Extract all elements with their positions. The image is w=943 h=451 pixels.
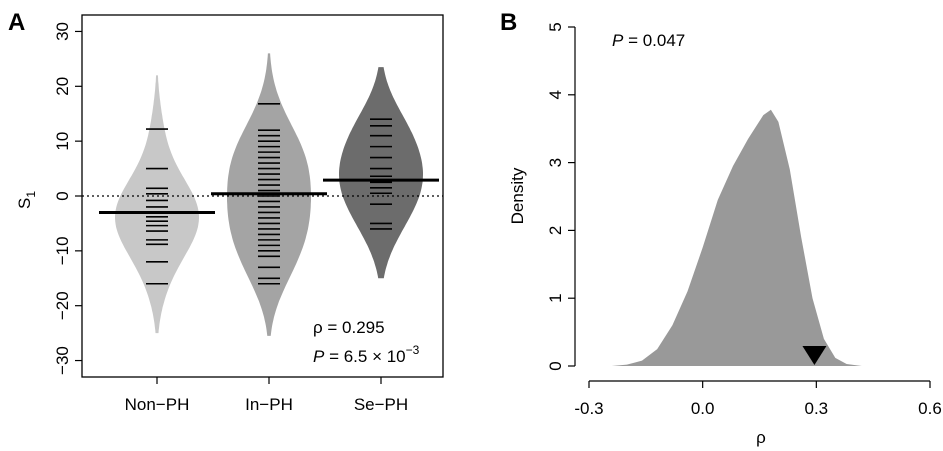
y-tick-label: 30 bbox=[53, 22, 72, 41]
panel-b-density-area bbox=[611, 109, 862, 366]
y-tick-label: 3 bbox=[546, 158, 565, 167]
panel-a-group-means bbox=[99, 178, 439, 214]
bean-0 bbox=[115, 75, 199, 334]
y-tick-label: 0 bbox=[53, 191, 72, 200]
y-tick-label: 1 bbox=[546, 293, 565, 302]
y-tick-label: −20 bbox=[53, 291, 72, 320]
y-tick-label: 0 bbox=[546, 361, 565, 370]
panel-a-rho-annotation: ρ = 0.295 bbox=[313, 318, 385, 337]
panel-b-y-axis: 0 1 2 3 4 5 bbox=[546, 22, 576, 371]
density-area bbox=[611, 109, 862, 366]
panel-b: B Density ρ 0 1 2 3 4 5 -0.3 0.0 0.3 0.6 P = 0.0… bbox=[500, 9, 942, 447]
p-prefix: P bbox=[313, 347, 325, 366]
y-tick-label: 2 bbox=[546, 226, 565, 235]
x-category-label: In−PH bbox=[245, 395, 293, 414]
y-tick-label: 10 bbox=[53, 132, 72, 151]
x-category-label: Se−PH bbox=[354, 395, 408, 414]
panel-letter-a: A bbox=[8, 9, 25, 36]
panel-a-y-axis-label-subscript: 1 bbox=[24, 191, 38, 198]
p-exponent: −3 bbox=[406, 343, 420, 357]
panel-b-x-axis-label: ρ bbox=[756, 428, 766, 447]
x-tick-label: 0.0 bbox=[691, 399, 715, 418]
y-tick-label: −30 bbox=[53, 346, 72, 375]
x-tick-label: -0.3 bbox=[574, 399, 603, 418]
x-tick-label: 0.3 bbox=[805, 399, 829, 418]
panel-a-y-axis: −30 −20 −10 0 10 20 30 bbox=[53, 22, 82, 375]
p-prefix: P bbox=[612, 31, 624, 50]
y-tick-label: −10 bbox=[53, 236, 72, 265]
panel-a: A S1 −30 −20 −10 0 10 20 30 Non−PH In−PH Se−PH ρ… bbox=[8, 9, 444, 414]
observed-value-triangle bbox=[802, 346, 827, 365]
y-tick-label: 20 bbox=[53, 77, 72, 96]
panel-letter-b: B bbox=[500, 9, 517, 36]
y-tick-label: 4 bbox=[546, 90, 565, 99]
panel-a-p-annotation: P = 6.5 × 10−3 bbox=[313, 343, 420, 366]
x-category-label: Non−PH bbox=[125, 395, 190, 414]
bean-2 bbox=[339, 67, 423, 279]
panel-a-y-axis-label: S1 bbox=[15, 191, 38, 209]
p-value: = 6.5 × 10 bbox=[324, 347, 405, 366]
panel-b-observed-marker bbox=[802, 346, 827, 365]
panel-b-p-annotation: P = 0.047 bbox=[612, 31, 685, 50]
y-tick-label: 5 bbox=[546, 22, 565, 31]
panel-b-x-axis: -0.3 0.0 0.3 0.6 bbox=[574, 380, 942, 418]
x-tick-label: 0.6 bbox=[918, 399, 942, 418]
panel-a-x-axis: Non−PH In−PH Se−PH bbox=[125, 377, 408, 414]
p-value: = 0.047 bbox=[623, 31, 685, 50]
panel-b-y-axis-label: Density bbox=[508, 167, 527, 224]
